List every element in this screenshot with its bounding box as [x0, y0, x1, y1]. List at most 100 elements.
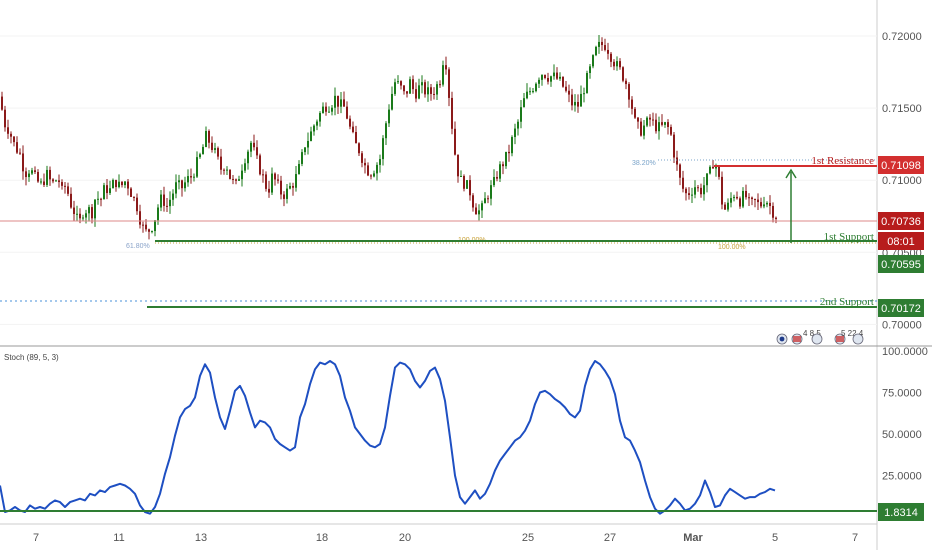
candle-body	[586, 73, 588, 94]
candle-body	[517, 121, 519, 129]
candle-body	[679, 164, 681, 178]
candle-body	[7, 127, 9, 134]
time-tick-label: 25	[522, 532, 534, 544]
candle-body	[634, 108, 636, 118]
candle-body	[1, 96, 3, 110]
flag-icon-stripes	[793, 336, 801, 342]
candle-body	[205, 130, 207, 147]
candle-body	[145, 224, 147, 230]
candle-body	[658, 122, 660, 132]
candle-body	[235, 179, 237, 181]
candle-body	[649, 117, 651, 120]
candle-body	[769, 202, 771, 206]
candle-body	[754, 199, 756, 201]
candle-body	[685, 188, 687, 194]
candle-body	[322, 106, 324, 113]
candle-body	[94, 199, 96, 219]
candle-body	[631, 99, 633, 109]
candle-body	[481, 203, 483, 211]
candle-body	[196, 157, 198, 177]
candle-body	[445, 65, 447, 70]
price-grid	[0, 35, 877, 325]
candle-body	[163, 194, 165, 206]
candle-body	[304, 147, 306, 153]
candle-body	[328, 111, 330, 113]
candle-body	[469, 180, 471, 196]
candle-body	[694, 187, 696, 195]
candle-body	[652, 119, 654, 121]
fib-61-label: 61.80%	[126, 243, 150, 250]
candle-body	[88, 207, 90, 214]
candle-body	[556, 72, 558, 79]
candle-body	[349, 118, 351, 127]
time-tick-label: 7	[852, 532, 858, 544]
candle-body	[598, 41, 600, 47]
time-axis[interactable]: 7 11 13 18 20 25 27 Mar 5 7	[33, 532, 858, 544]
candle-body	[376, 164, 378, 174]
candle-body	[193, 176, 195, 178]
stoch-tick-label: 75.0000	[882, 388, 922, 400]
candle-body	[10, 133, 12, 137]
candle-body	[22, 153, 24, 172]
bar-countdown: 08:01	[887, 236, 915, 248]
candle-body	[127, 181, 129, 189]
candle-body	[691, 194, 693, 196]
candle-body	[73, 207, 75, 215]
arrow-head-icon	[785, 168, 797, 179]
candle-body	[64, 185, 66, 187]
candle-body	[184, 182, 186, 189]
candle-body	[775, 217, 777, 220]
support-1-label: 1st Support	[824, 231, 874, 243]
current-price-value: 0.70736	[881, 216, 921, 228]
candle-body	[553, 72, 555, 77]
candle-body	[379, 159, 381, 165]
candle-body	[511, 137, 513, 154]
candle-body	[25, 171, 27, 178]
candle-body	[391, 93, 393, 110]
candle-body	[85, 213, 87, 218]
candle-body	[505, 151, 507, 167]
candle-body	[742, 190, 744, 207]
candle-body	[43, 181, 45, 185]
candle-body	[373, 173, 375, 177]
time-tick-label: 20	[399, 532, 411, 544]
candle-body	[61, 182, 63, 186]
flag-icon[interactable]	[811, 333, 823, 345]
candle-body	[403, 85, 405, 92]
candle-body	[718, 166, 720, 177]
candle-body	[292, 185, 294, 188]
candle-body	[604, 45, 606, 50]
candle-body	[346, 106, 348, 119]
candle-body	[154, 220, 156, 232]
event-icons[interactable]: 4 8 5 5 22 4	[776, 329, 864, 345]
candle-body	[118, 181, 120, 188]
candle-body	[616, 61, 618, 67]
candle-body	[490, 185, 492, 199]
candle-body	[334, 95, 336, 108]
candle-body	[613, 61, 615, 67]
fib-38-label: 38.20%	[632, 160, 656, 167]
indicator-axis[interactable]: 100.0000 75.0000 50.0000 25.0000	[882, 346, 928, 483]
candle-body	[286, 188, 288, 199]
time-tick-label: 18	[316, 532, 328, 544]
support-2-label: 2nd Support	[820, 296, 874, 308]
support-1-value: 0.70595	[881, 259, 921, 271]
candle-body	[646, 117, 648, 126]
candle-body	[295, 174, 297, 188]
candle-body	[172, 193, 174, 200]
candle-body	[82, 217, 84, 219]
candle-body	[331, 107, 333, 112]
indicator-title[interactable]: Stoch (89, 5, 3)	[4, 353, 59, 362]
candle-body	[133, 196, 135, 198]
candle-body	[175, 182, 177, 194]
event-count-a: 4 8 5	[803, 329, 821, 338]
flag-icon[interactable]	[852, 333, 864, 345]
candle-body	[250, 142, 252, 152]
time-tick-label: 11	[113, 532, 124, 544]
candle-body	[157, 207, 159, 221]
candle-body	[493, 177, 495, 186]
candle-body	[757, 199, 759, 203]
candle-body	[283, 194, 285, 199]
